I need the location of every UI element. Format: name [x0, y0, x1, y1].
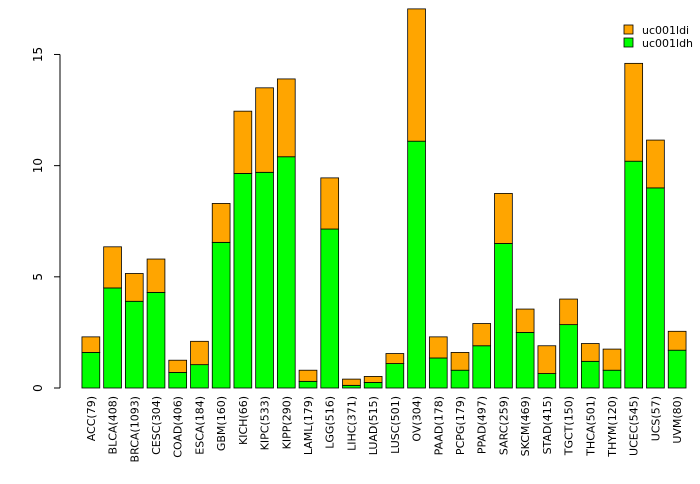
- x-tick-label: UCEC(545): [628, 396, 641, 456]
- x-tick-label: UVM(80): [671, 396, 684, 444]
- bar-uc001ldh-CESC(304): [146, 291, 166, 389]
- x-tick-label: BLCA(408): [107, 396, 120, 454]
- x-tick-label: UCS(57): [649, 396, 662, 441]
- x-tick-label: LUSC(501): [389, 396, 402, 454]
- bar-uc001ldi-PAAD(178): [428, 336, 448, 359]
- y-tick-label: 5: [31, 273, 45, 281]
- bar-uc001ldh-OV(304): [407, 140, 426, 389]
- x-tick-label: THYM(120): [606, 396, 619, 458]
- x-tick-label: LGG(516): [324, 396, 337, 449]
- x-tick-label: LUAD(515): [367, 396, 380, 455]
- bar-uc001ldh-LGG(516): [320, 228, 340, 389]
- bar-uc001ldh-UVM(80): [667, 349, 687, 389]
- bar-uc001ldi-BLCA(408): [103, 246, 122, 289]
- bar-uc001ldi-KICH(66): [233, 110, 253, 174]
- bar-uc001ldh-BLCA(408): [103, 287, 122, 389]
- bar-uc001ldi-BRCA(1093): [124, 273, 144, 302]
- bar-uc001ldi-LUSC(501): [385, 353, 405, 364]
- bar-uc001ldi-TGCT(150): [559, 298, 578, 326]
- bar-uc001ldh-SKCM(469): [515, 332, 535, 389]
- bar-uc001ldi-LGG(516): [320, 177, 340, 230]
- bar-uc001ldh-SARC(259): [494, 243, 513, 389]
- x-tick-label: KIPP(290): [280, 396, 293, 449]
- x-tick-label: THCA(501): [584, 396, 597, 457]
- bar-uc001ldi-UCEC(545): [624, 62, 644, 162]
- bar-uc001ldi-COAD(406): [168, 359, 188, 373]
- y-tick-label: 15: [31, 47, 45, 62]
- bar-uc001ldh-UCS(57): [646, 187, 665, 389]
- bar-uc001ldh-THCA(501): [580, 360, 600, 389]
- bar-uc001ldh-LUAD(515): [363, 382, 383, 389]
- bar-uc001ldh-TGCT(150): [559, 324, 578, 389]
- bar-uc001ldh-KIPC(533): [255, 171, 274, 389]
- bar-uc001ldi-LAML(179): [298, 369, 318, 382]
- bar-uc001ldi-THYM(120): [602, 348, 622, 371]
- bar-uc001ldi-SKCM(469): [515, 308, 535, 333]
- x-tick-label: STAD(415): [541, 396, 554, 454]
- bar-uc001ldi-STAD(415): [537, 345, 557, 374]
- x-tick-label: ESCA(184): [193, 396, 206, 455]
- x-tick-label: GBM(160): [215, 396, 228, 451]
- legend-label-uc001ldi: uc001ldi: [642, 24, 689, 37]
- x-tick-label: PCPG(179): [454, 396, 467, 455]
- x-tick-label: COAD(406): [172, 396, 185, 458]
- x-tick-label: LIHC(371): [345, 396, 358, 451]
- bar-uc001ldi-LUAD(515): [363, 376, 383, 383]
- y-tick-label: 10: [31, 158, 45, 173]
- bar-uc001ldi-KIPP(290): [276, 78, 296, 158]
- bar-uc001ldh-PPAD(497): [472, 345, 492, 389]
- x-tick-label: OV(304): [411, 396, 424, 442]
- bar-uc001ldi-UCS(57): [646, 139, 665, 189]
- legend-label-uc001ldh: uc001ldh: [642, 37, 693, 50]
- bar-uc001ldh-LAML(179): [298, 380, 318, 389]
- x-tick-label: PAAD(178): [432, 396, 445, 455]
- bar-uc001ldi-UVM(80): [667, 330, 687, 351]
- bar-uc001ldh-GBM(160): [211, 241, 231, 389]
- bar-uc001ldi-GBM(160): [211, 203, 231, 243]
- x-tick-label: TGCT(150): [563, 396, 576, 456]
- x-tick-label: SKCM(469): [519, 396, 532, 456]
- x-tick-label: BRCA(1093): [128, 396, 141, 462]
- bar-uc001ldi-PPAD(497): [472, 323, 492, 347]
- bar-uc001ldh-KICH(66): [233, 173, 253, 389]
- bar-uc001ldh-KIPP(290): [276, 156, 296, 389]
- bar-uc001ldi-KIPC(533): [255, 87, 274, 173]
- bar-uc001ldh-PCPG(179): [450, 369, 470, 389]
- bar-uc001ldi-PCPG(179): [450, 352, 470, 371]
- bar-uc001ldi-CESC(304): [146, 258, 166, 293]
- bars-layer: [81, 8, 687, 389]
- x-tick-label: ACC(79): [85, 396, 98, 441]
- bar-uc001ldh-COAD(406): [168, 372, 188, 389]
- bar-uc001ldi-THCA(501): [580, 343, 600, 362]
- x-axis-labels: ACC(79) BLCA(408) BRCA(1093) CESC(304) COAD(…: [85, 396, 684, 462]
- x-tick-label: KIPC(533): [259, 396, 272, 450]
- bar-uc001ldi-LIHC(371): [342, 378, 361, 386]
- bar-uc001ldh-PAAD(178): [428, 357, 448, 389]
- bar-uc001ldi-OV(304): [407, 8, 426, 142]
- bar-uc001ldi-SARC(259): [494, 193, 513, 244]
- bar-uc001ldh-UCEC(545): [624, 160, 644, 389]
- x-tick-label: LAML(179): [302, 396, 315, 455]
- x-tick-label: SARC(259): [497, 396, 510, 455]
- bar-uc001ldh-LUSC(501): [385, 363, 405, 389]
- x-tick-label: CESC(304): [150, 396, 163, 455]
- bar-uc001ldh-STAD(415): [537, 373, 557, 389]
- y-axis: 0 5 10 15: [31, 47, 61, 392]
- bar-uc001ldi-ACC(79): [81, 336, 101, 353]
- legend-swatch-uc001ldh: [623, 37, 634, 48]
- bar-uc001ldh-ACC(79): [81, 352, 101, 389]
- y-tick-label: 0: [31, 384, 45, 392]
- bar-uc001ldi-ESCA(184): [190, 340, 209, 366]
- bar-uc001ldh-ESCA(184): [190, 364, 209, 389]
- bar-uc001ldh-BRCA(1093): [124, 300, 144, 389]
- bar-uc001ldh-THYM(120): [602, 369, 622, 389]
- x-tick-label: PPAD(497): [476, 396, 489, 454]
- x-tick-label: KICH(66): [237, 396, 250, 445]
- legend-swatch-uc001ldi: [623, 24, 634, 35]
